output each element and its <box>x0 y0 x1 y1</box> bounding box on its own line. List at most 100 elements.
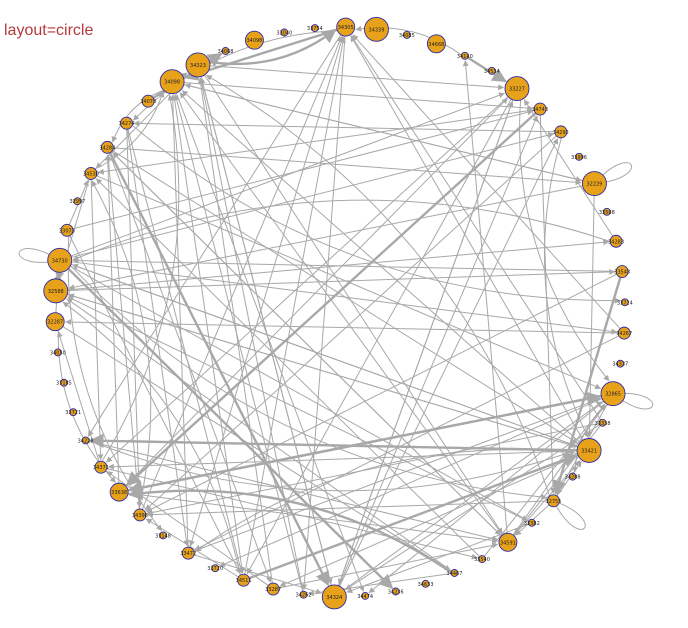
node-label: 34098 <box>164 80 180 86</box>
node-circle <box>47 247 73 273</box>
edge <box>169 94 189 548</box>
edge <box>199 77 332 586</box>
node-circle <box>487 66 496 75</box>
graph-node: 34274 <box>119 116 134 130</box>
graph-node: 34467 <box>447 569 462 577</box>
edge <box>173 94 304 592</box>
edge <box>95 178 480 557</box>
node-label: 34085 <box>399 33 415 39</box>
edge <box>204 74 503 534</box>
node-label: 33724 <box>617 300 633 306</box>
node-label: 32287 <box>47 320 63 326</box>
edge <box>209 28 337 66</box>
edge <box>337 99 514 585</box>
node-label: 33548 <box>614 270 630 276</box>
graph-node: 34236 <box>388 587 404 596</box>
edge <box>89 433 578 452</box>
edge <box>519 100 610 382</box>
graph-node: 33996 <box>571 152 587 161</box>
edge <box>350 35 584 441</box>
graph-node: 34530 <box>83 167 99 180</box>
graph-node: 34078 <box>140 94 156 108</box>
graph-node: 33040 <box>276 28 292 36</box>
edge <box>88 440 577 492</box>
graph-node: 34267 <box>616 326 632 340</box>
node-circle <box>527 518 536 527</box>
edge <box>594 162 633 185</box>
edge <box>248 453 578 580</box>
node-circle <box>321 584 347 610</box>
node-label: 33996 <box>571 155 587 161</box>
edge <box>72 109 534 230</box>
graph-node: 34283 <box>608 234 624 248</box>
node-label: 33638 <box>111 490 127 496</box>
graph-node: 33508 <box>599 207 615 216</box>
graph-node: 34668 <box>426 34 446 54</box>
edge <box>70 92 505 257</box>
node-circle <box>109 482 129 502</box>
node-circle <box>598 418 607 427</box>
node-circle <box>364 16 389 42</box>
edge <box>219 398 603 567</box>
node-label: 33720 <box>207 566 223 572</box>
node-label: 33472 <box>180 551 196 557</box>
edge <box>71 263 578 447</box>
node-label: 33227 <box>509 87 525 93</box>
node-circle <box>221 47 230 55</box>
graph-node: 34284 <box>99 140 115 154</box>
node-label: 34305 <box>338 25 354 31</box>
graph-node: 33338 <box>595 418 611 427</box>
node-label: 34140 <box>457 54 473 60</box>
edge <box>343 401 603 591</box>
node-circle <box>575 152 583 161</box>
edge <box>145 135 557 511</box>
edge <box>62 301 241 576</box>
edge <box>301 35 346 591</box>
node-label: 33721 <box>65 410 81 416</box>
node-label: 34474 <box>357 594 373 600</box>
edge <box>111 89 164 143</box>
node-circle <box>159 531 167 540</box>
layout-title: layout=circle <box>4 22 94 39</box>
graph-node: 34068 <box>218 47 233 55</box>
node-circle <box>73 197 82 206</box>
node-circle <box>69 408 78 417</box>
node-label: 34324 <box>326 595 342 601</box>
node-label: 33540 <box>474 557 490 563</box>
node-label: 34530 <box>83 171 99 177</box>
node-circle <box>211 564 220 573</box>
node-label: 32229 <box>586 182 602 188</box>
node-circle <box>504 76 530 102</box>
edge <box>106 468 478 560</box>
edge <box>205 74 551 497</box>
node-circle <box>361 591 370 600</box>
node-circle <box>133 508 147 522</box>
graph-node: 33754 <box>307 24 323 32</box>
edge <box>539 115 557 494</box>
node-circle <box>568 472 577 481</box>
edge <box>368 400 605 594</box>
edge <box>198 77 304 592</box>
node-circle <box>84 167 98 180</box>
node-circle <box>617 326 631 340</box>
edge <box>132 30 338 121</box>
edge <box>57 331 100 462</box>
node-label: 32865 <box>605 392 621 398</box>
edge <box>133 120 555 133</box>
graph-node: 33638 <box>109 482 129 502</box>
node-circle <box>600 381 626 407</box>
node-circle <box>237 573 251 587</box>
edge <box>338 115 538 587</box>
graph-node: 34474 <box>357 591 373 600</box>
edge <box>105 154 140 510</box>
graph-node: 33548 <box>614 265 630 278</box>
node-circle <box>94 460 108 474</box>
edge <box>543 137 589 438</box>
node-label: 34396 <box>132 513 148 519</box>
graph-node: 32588 <box>43 278 69 304</box>
edge <box>184 83 583 182</box>
edge <box>127 492 499 544</box>
graph-node: 34743 <box>532 102 548 116</box>
graph-node: 32287 <box>45 312 65 332</box>
